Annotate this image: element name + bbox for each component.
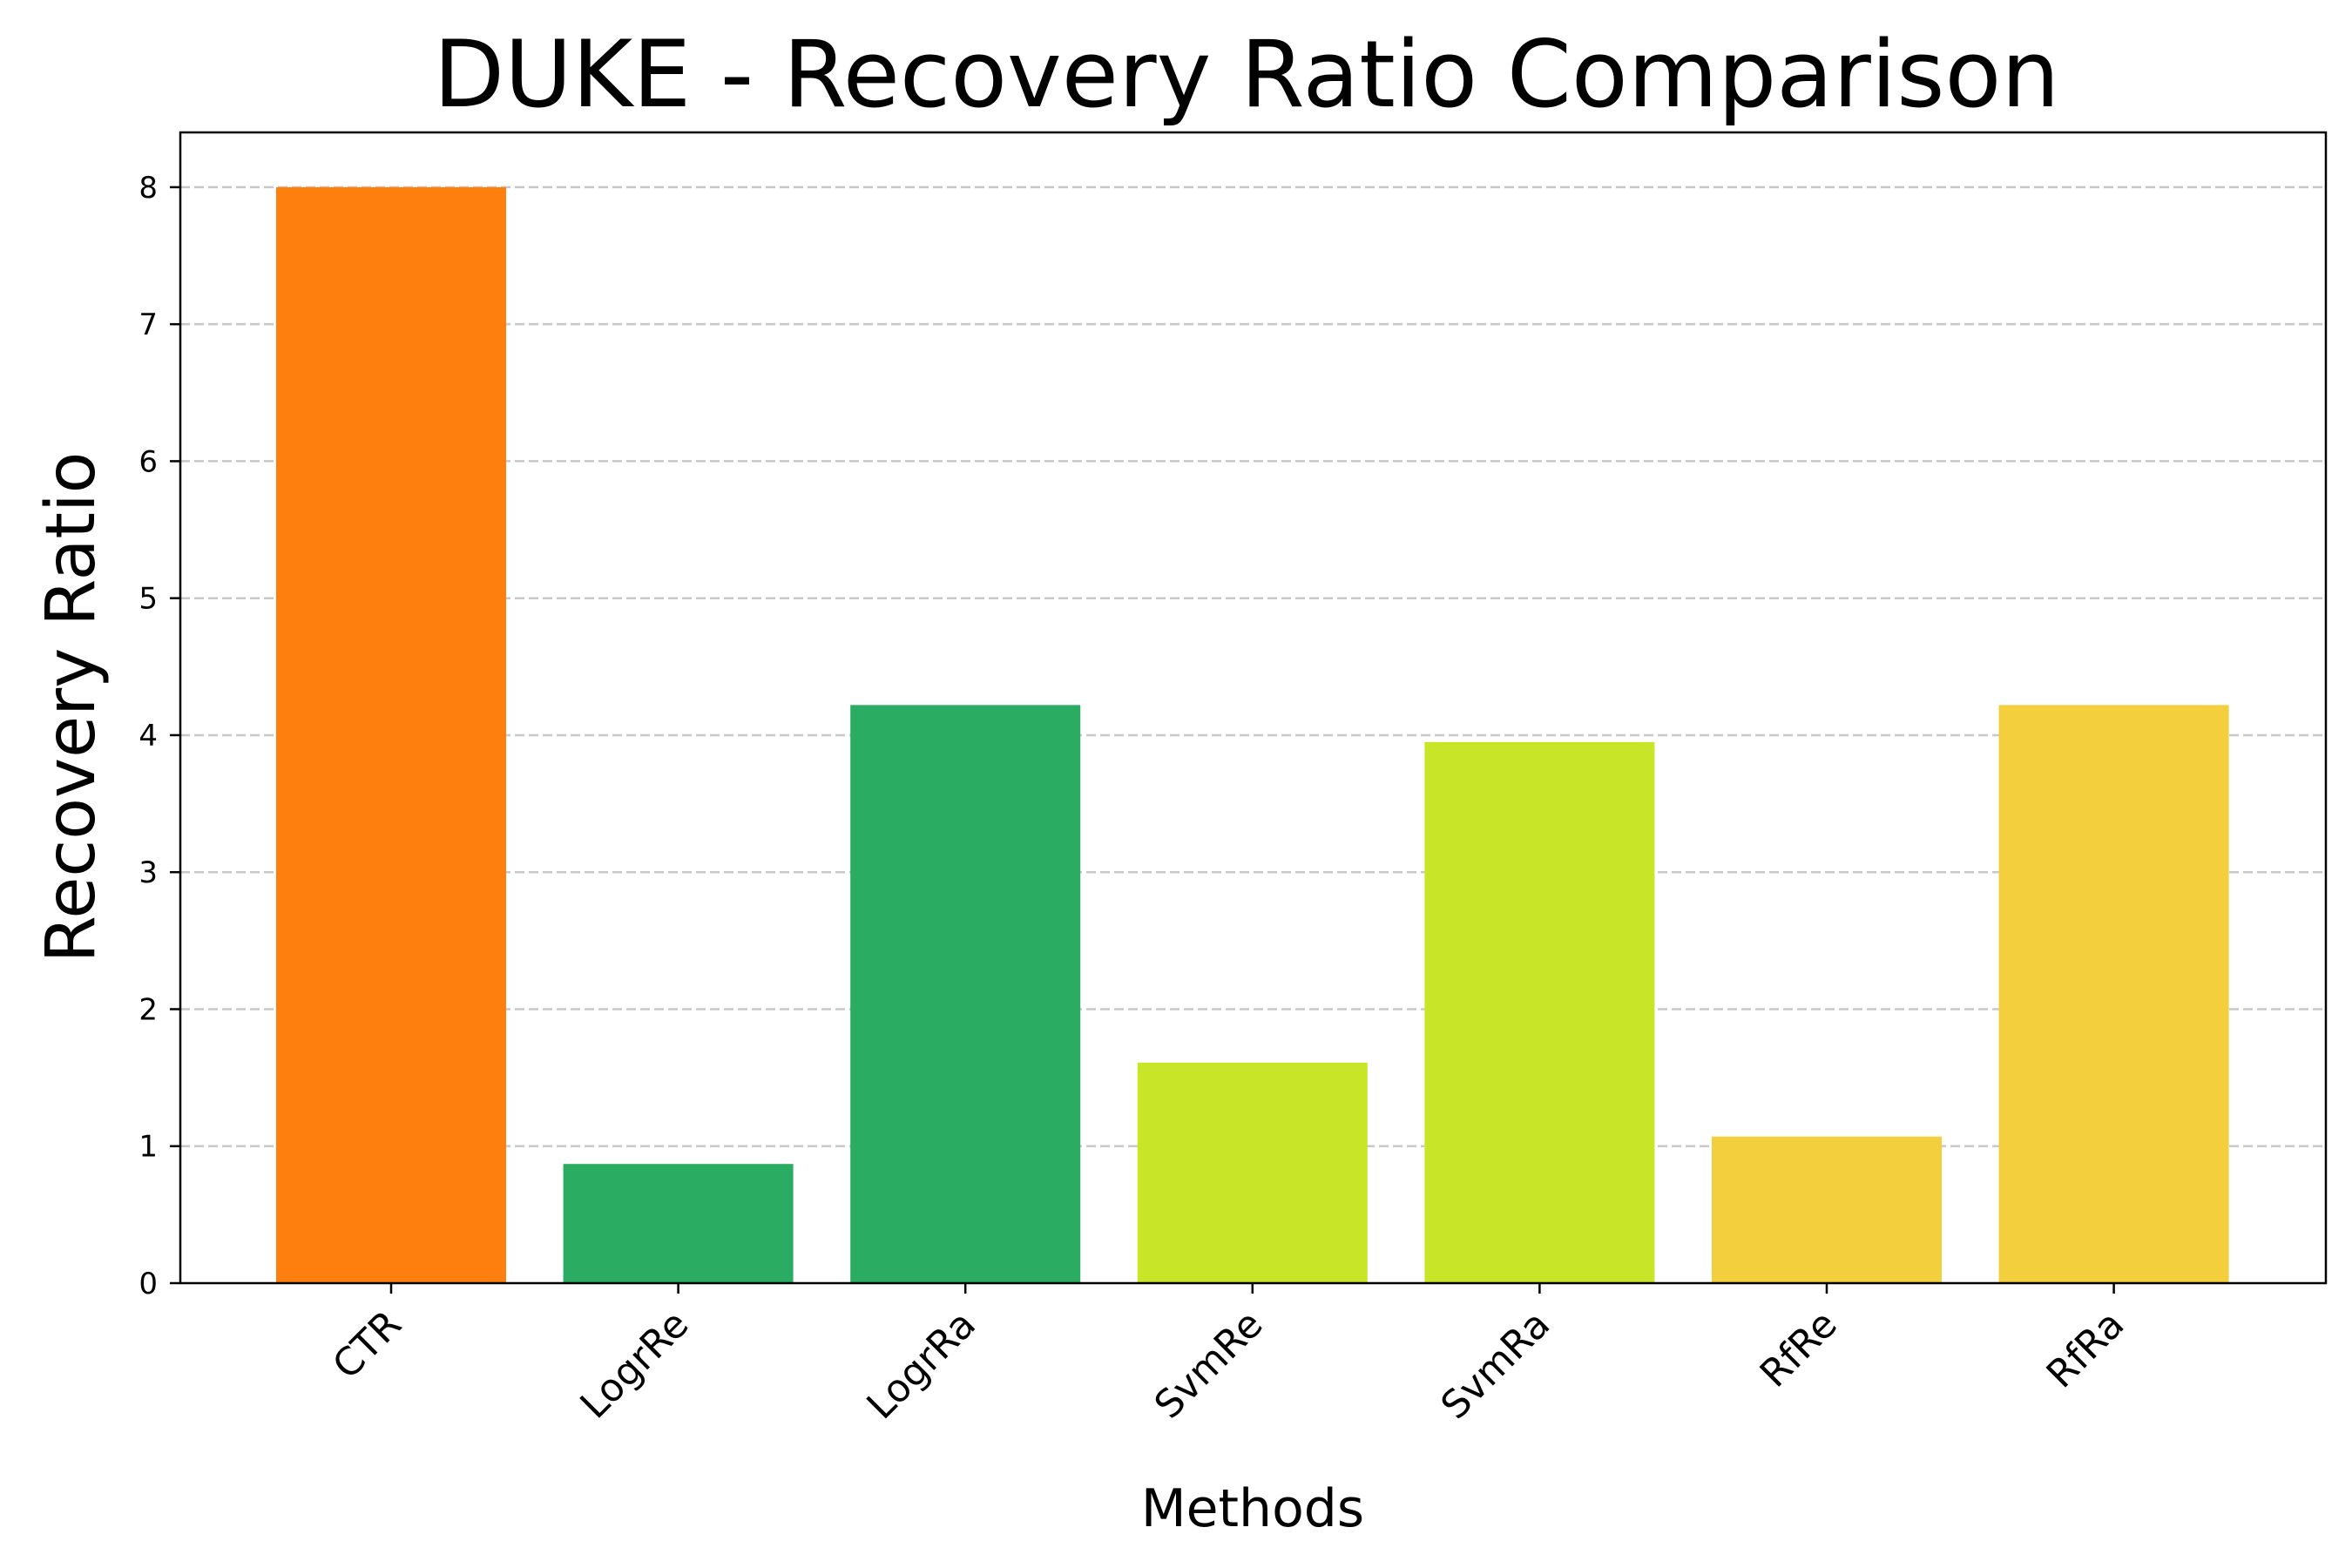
y-tick-label: 3	[139, 855, 158, 890]
y-tick-label: 0	[139, 1267, 158, 1301]
bar-rfra	[1998, 705, 2229, 1283]
bar-ctr	[276, 186, 506, 1283]
bar-rfre	[1712, 1136, 1942, 1283]
y-tick-label: 4	[139, 719, 158, 754]
y-tick-label: 8	[139, 171, 158, 206]
y-tick-label: 5	[139, 582, 158, 617]
y-axis-label: Recovery Ratio	[32, 452, 111, 963]
x-axis-label: Methods	[1141, 1478, 1364, 1539]
bar-logrre	[563, 1164, 794, 1283]
y-tick-label: 1	[139, 1130, 158, 1165]
y-axis-ticks: 0 1 2 3 4 5 6 7 8	[139, 171, 180, 1301]
bars	[276, 186, 2229, 1283]
bar-svmra	[1424, 741, 1655, 1283]
y-tick-label: 2	[139, 992, 158, 1027]
y-tick-label: 7	[139, 308, 158, 342]
chart-title: DUKE - Recovery Ratio Comparison	[433, 21, 2059, 128]
y-tick-label: 6	[139, 444, 158, 479]
gridlines	[180, 186, 2326, 1147]
bar-svmre	[1137, 1062, 1368, 1283]
bar-logrra	[850, 705, 1081, 1283]
